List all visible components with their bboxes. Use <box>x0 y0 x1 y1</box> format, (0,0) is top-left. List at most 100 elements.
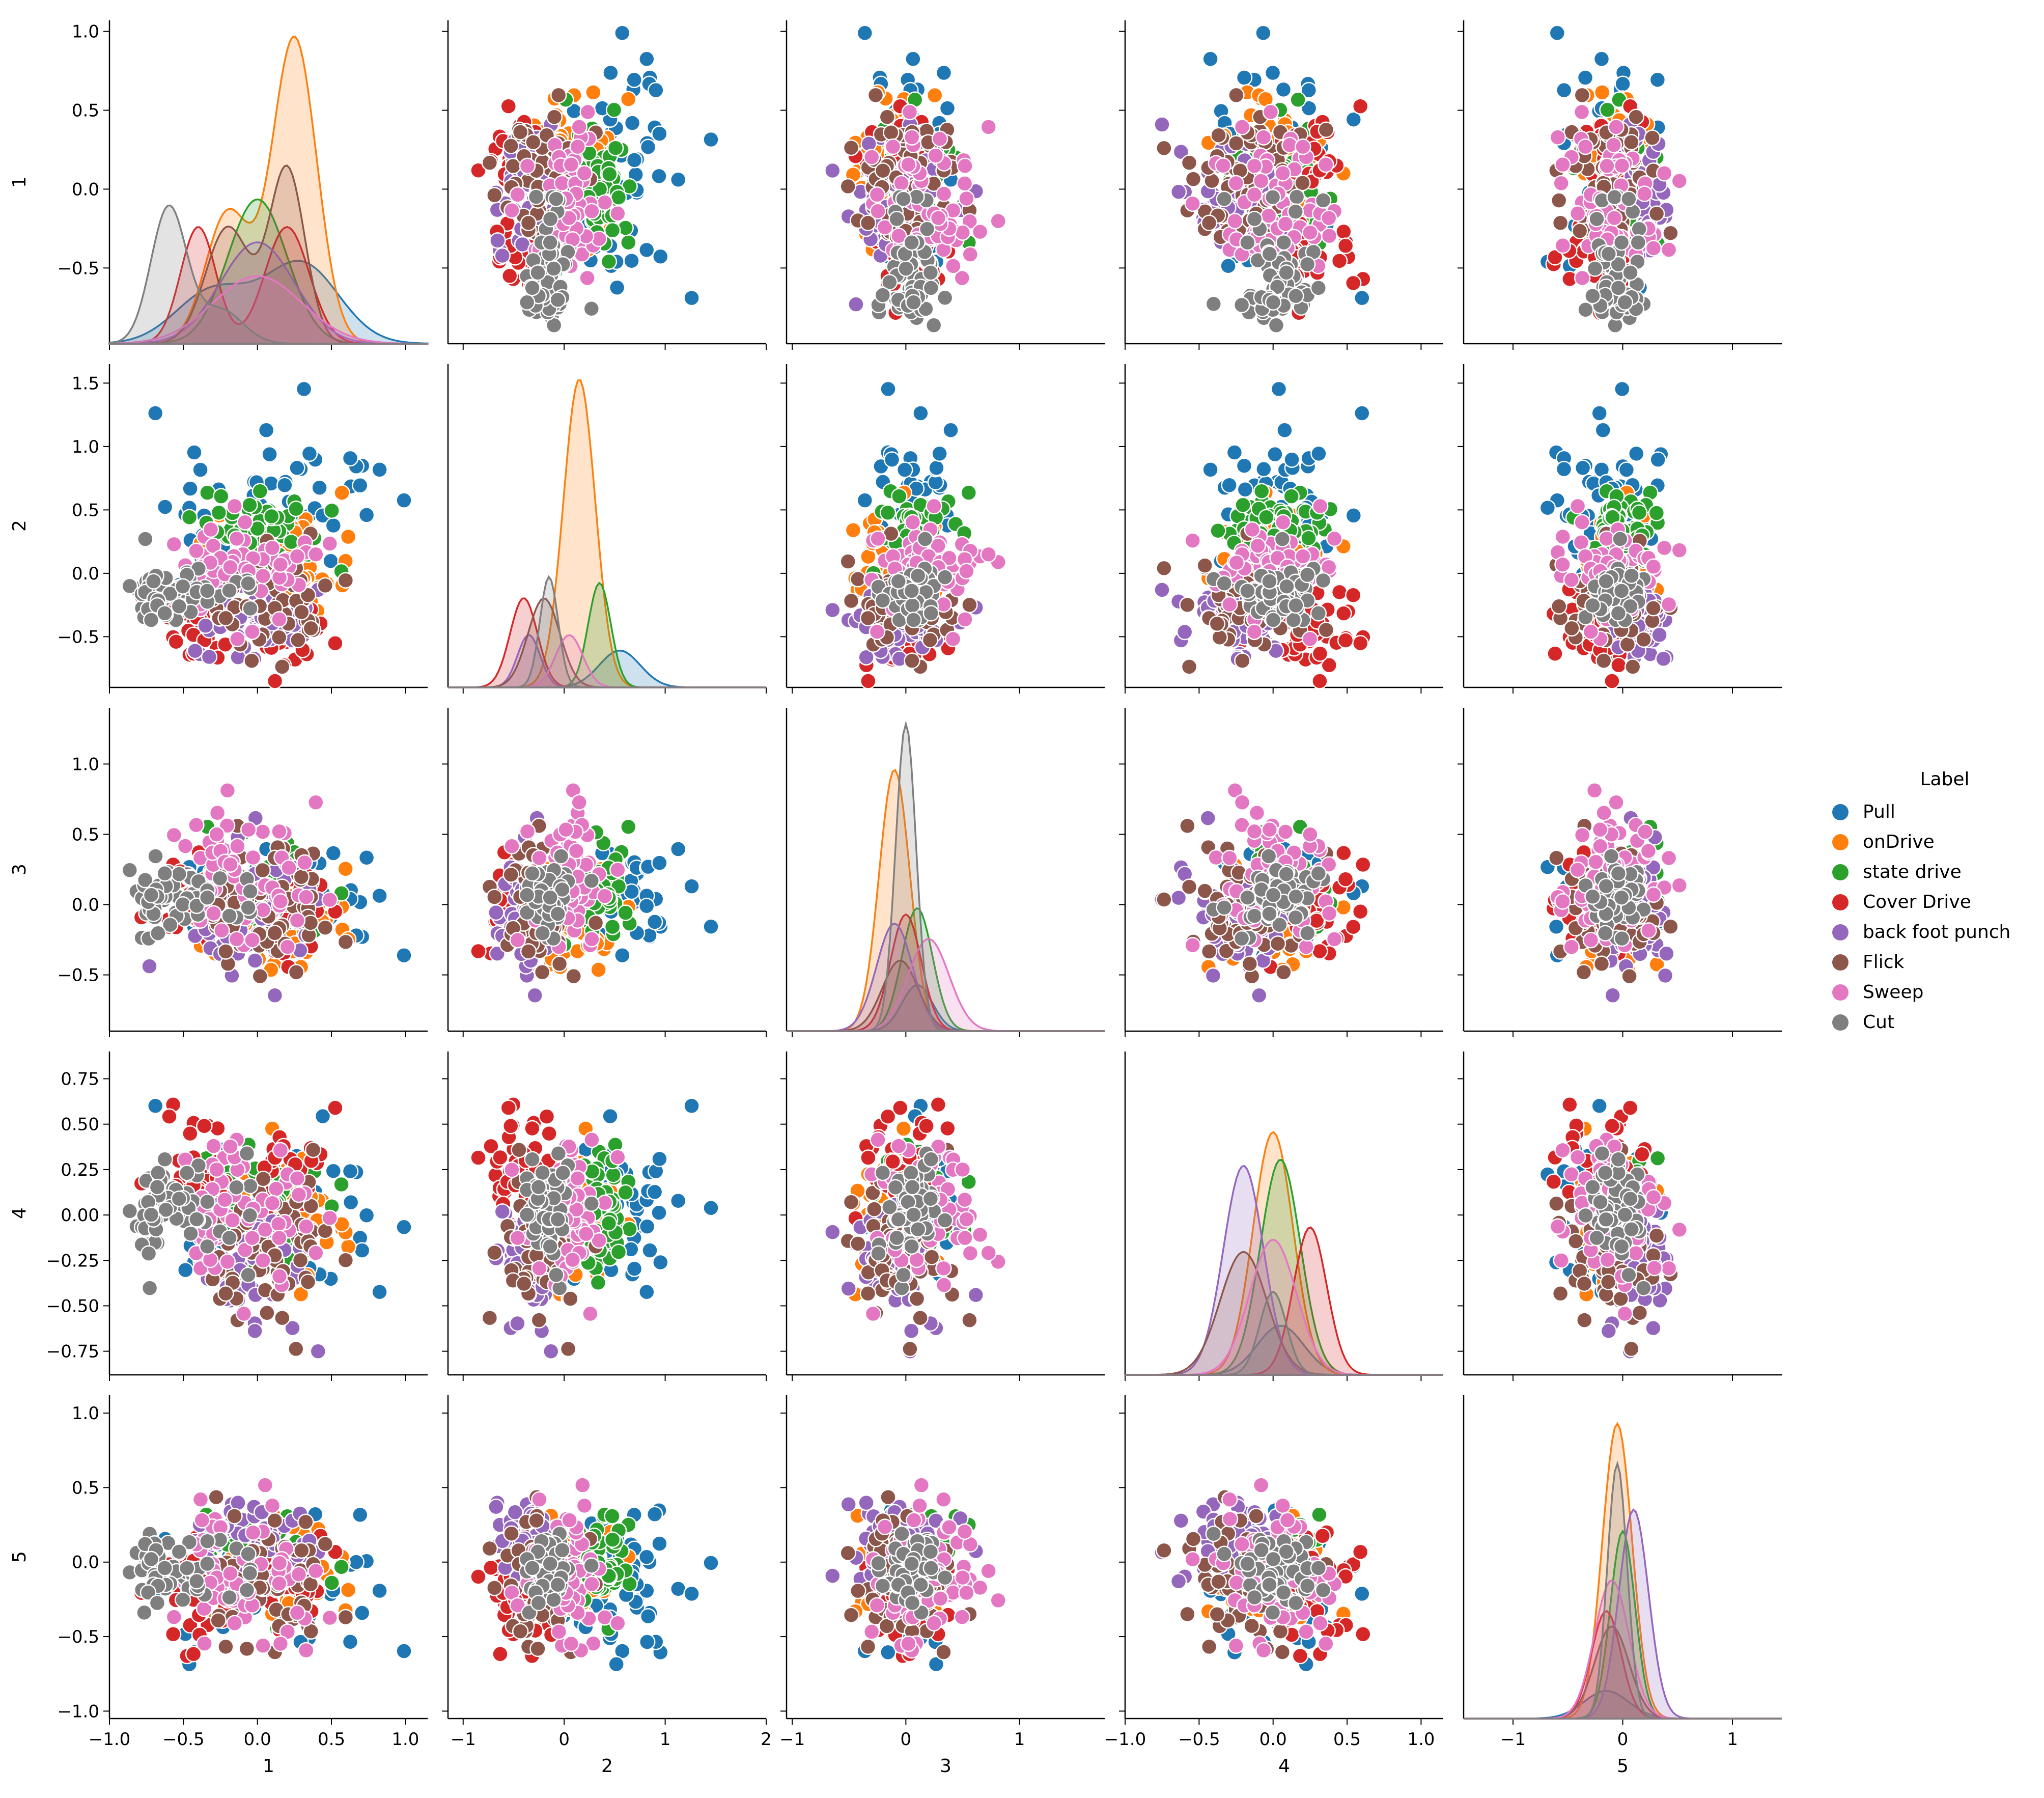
point-pull <box>1354 405 1370 422</box>
point-pull <box>623 252 640 269</box>
point-sweep <box>1573 534 1590 551</box>
point-cut <box>1586 260 1604 277</box>
point-state-drive <box>241 496 258 513</box>
point-cut <box>1630 234 1647 251</box>
point-sweep <box>1569 497 1586 515</box>
point-cut <box>1310 280 1327 296</box>
point-flick <box>879 108 896 125</box>
point-sweep <box>296 854 313 871</box>
point-pull <box>311 479 328 496</box>
point-sweep <box>609 205 626 222</box>
point-cut <box>542 889 558 906</box>
point-ondrive <box>585 84 602 101</box>
point-sweep <box>863 149 880 165</box>
point-cut <box>171 598 188 615</box>
point-cut <box>221 582 238 599</box>
point-pull <box>646 914 663 930</box>
y-tick-label: 0.5 <box>72 101 99 121</box>
point-sweep <box>213 922 230 939</box>
point-flick <box>288 964 305 981</box>
point-sweep <box>579 103 596 121</box>
point-sweep <box>1184 195 1201 212</box>
point-pull <box>289 459 305 477</box>
point-sweep <box>1302 224 1319 241</box>
point-back-foot-punch <box>526 987 543 1004</box>
panel-1-vs-2 <box>442 20 767 350</box>
kde-cut <box>108 204 428 345</box>
point-sweep <box>222 559 239 576</box>
point-sweep <box>219 782 236 799</box>
point-pull <box>928 459 945 477</box>
point-cut <box>524 280 541 296</box>
point-pull <box>325 845 342 862</box>
point-sweep <box>264 539 281 557</box>
point-pull <box>1549 24 1566 42</box>
point-ondrive <box>620 91 637 107</box>
panel-3-vs-4 <box>1119 708 1443 1037</box>
point-pull <box>651 168 667 185</box>
point-cut <box>542 234 558 251</box>
point-flick <box>481 154 498 171</box>
point-flick <box>883 124 900 141</box>
point-back-foot-punch <box>201 648 218 666</box>
point-pull <box>1255 24 1272 42</box>
point-cut <box>137 531 154 547</box>
point-flick <box>1574 87 1591 104</box>
point-state-drive <box>891 488 908 505</box>
point-cut <box>1278 578 1295 595</box>
point-sweep <box>931 130 948 147</box>
point-cut <box>1613 583 1630 599</box>
point-pull <box>856 492 874 509</box>
point-sweep <box>957 157 973 175</box>
point-state-drive <box>604 918 621 935</box>
point-state-drive <box>607 140 624 156</box>
y-tick-label: 0.0 <box>72 895 99 916</box>
point-flick <box>850 571 866 588</box>
point-pull <box>396 492 412 509</box>
point-pull <box>614 947 631 964</box>
point-pull <box>1628 445 1645 462</box>
point-state-drive <box>1235 496 1251 513</box>
point-back-foot-punch <box>1154 582 1170 598</box>
point-sweep <box>503 838 520 855</box>
point-sweep <box>1301 630 1319 648</box>
point-sweep <box>1318 156 1334 173</box>
point-cover-drive <box>1352 98 1369 115</box>
point-sweep <box>1660 596 1677 613</box>
point-flick <box>251 967 269 985</box>
point-cut <box>1274 531 1291 547</box>
point-sweep <box>1262 103 1279 121</box>
point-sweep <box>503 202 520 219</box>
point-cover-drive <box>860 673 877 689</box>
point-flick <box>217 943 234 960</box>
point-back-foot-punch <box>494 247 511 264</box>
point-cut <box>242 883 259 900</box>
point-flick <box>337 572 354 589</box>
point-pull <box>1649 71 1666 88</box>
panel-2-vs-1: −0.50.00.51.01.52 <box>9 364 428 694</box>
point-state-drive <box>604 222 621 239</box>
point-cut <box>1287 287 1304 305</box>
y-tick-label: −0.5 <box>57 965 99 986</box>
point-pull <box>614 24 631 42</box>
point-flick <box>1662 225 1679 241</box>
point-pull <box>276 477 293 494</box>
point-back-foot-punch <box>186 642 204 659</box>
point-sweep <box>571 119 587 135</box>
point-sweep <box>1246 157 1263 175</box>
point-flick <box>1181 154 1198 171</box>
point-state-drive <box>610 189 627 206</box>
point-flick <box>302 620 320 637</box>
point-sweep <box>272 556 289 573</box>
point-pull <box>1577 69 1594 86</box>
point-cover-drive <box>1331 253 1348 269</box>
point-state-drive <box>1283 488 1300 505</box>
point-pull <box>703 918 719 935</box>
point-cover-drive <box>1345 274 1362 292</box>
point-flick <box>502 137 519 154</box>
point-cut <box>1287 203 1304 220</box>
point-flick <box>217 610 234 627</box>
point-pull <box>626 152 643 169</box>
point-sweep <box>870 203 886 220</box>
point-sweep <box>1656 164 1673 182</box>
